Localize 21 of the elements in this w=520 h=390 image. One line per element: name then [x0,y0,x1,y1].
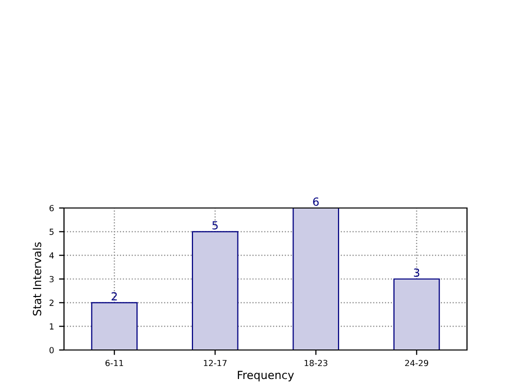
bar [192,231,238,350]
x-tick-label: 6-11 [106,360,124,366]
x-axis-title: Frequency [238,370,294,382]
x-tick-label: 24-29 [405,360,428,366]
y-tick-label: 6 [50,204,54,212]
bar [393,278,440,350]
data-label: 2 [112,292,117,300]
y-tick-label: 3 [50,276,54,282]
x-tick-label: 12-17 [204,360,227,366]
bar [91,302,138,350]
x-tick-label: 18-23 [304,360,328,366]
data-label: 5 [212,221,218,230]
y-axis-title: Stat Intervals [32,242,42,316]
y-tick-label: 4 [49,252,54,258]
y-tick-label: 2 [50,300,54,306]
data-label: 6 [313,197,319,206]
y-tick-label: 0 [50,346,54,354]
data-label: 3 [414,268,420,277]
y-tick-label: 1 [50,323,54,330]
y-tick-label: 5 [50,228,54,235]
bar [292,208,340,350]
